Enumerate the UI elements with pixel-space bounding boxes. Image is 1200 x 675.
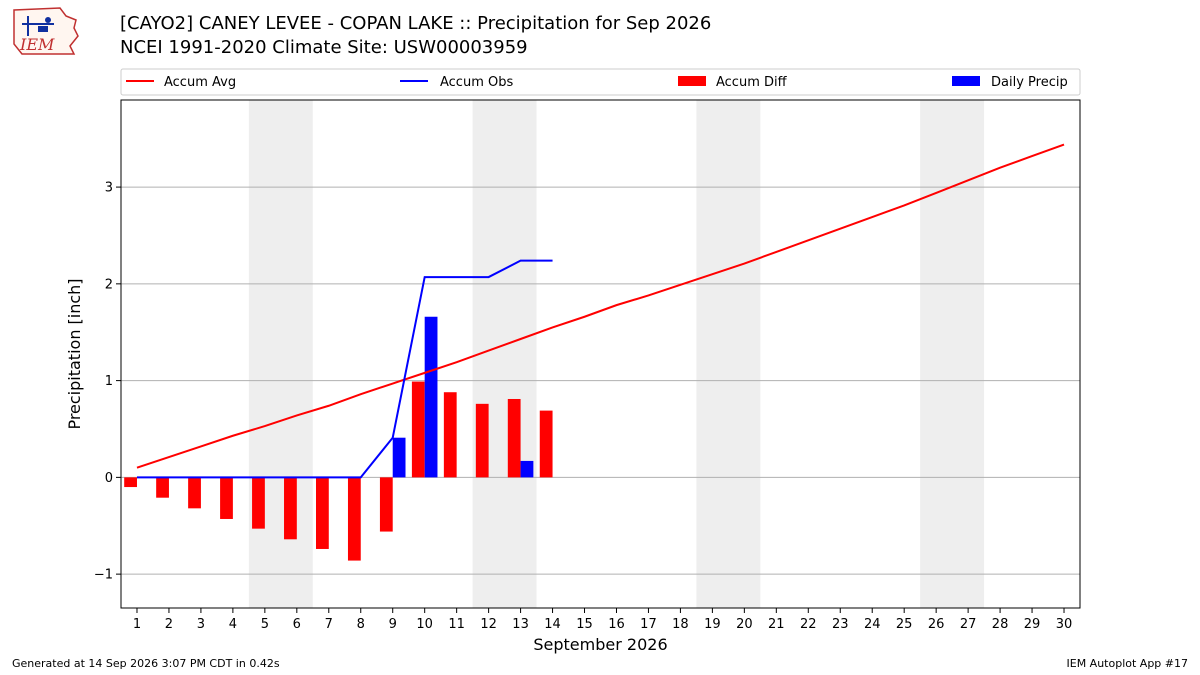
x-tick-label: 13: [512, 617, 529, 632]
legend-swatch: [952, 76, 980, 86]
x-tick-label: 12: [480, 617, 497, 632]
x-tick-label: 21: [768, 617, 785, 632]
accum-avg-line: [136, 143, 1065, 469]
x-tick-label: 3: [197, 617, 205, 632]
x-tick-label: 20: [736, 617, 753, 632]
x-tick-label: 6: [293, 617, 301, 632]
accum-diff-bar: [347, 477, 361, 561]
logo-text: IEM: [19, 35, 55, 54]
chart-title: [CAYO2] CANEY LEVEE - COPAN LAKE :: Prec…: [120, 13, 712, 34]
accum-diff-bar: [124, 477, 137, 488]
x-tick-label: 15: [576, 617, 593, 632]
legend-label: Accum Obs: [440, 75, 513, 90]
x-tick-label: 7: [325, 617, 333, 632]
legend-label: Accum Avg: [164, 75, 236, 90]
x-tick-label: 1: [133, 617, 141, 632]
x-tick-label: 25: [896, 617, 913, 632]
weekend-band-1: [248, 100, 313, 608]
accum-diff-bar: [507, 398, 521, 478]
x-tick-label: 19: [704, 617, 721, 632]
generated-note: Generated at 14 Sep 2026 3:07 PM CDT in …: [12, 657, 280, 670]
iem-logo: IEM: [13, 7, 79, 55]
weekend-band-2: [472, 100, 537, 608]
x-tick-label: 23: [832, 617, 849, 632]
x-tick-label: 14: [544, 617, 561, 632]
x-tick-label: 8: [357, 617, 365, 632]
legend: Accum Avg Accum Obs Accum Diff Daily Precip: [120, 68, 1081, 96]
accum-obs-line: [136, 259, 553, 479]
x-tick-label: 9: [389, 617, 397, 632]
daily-precip-bar: [392, 437, 406, 478]
accum-diff-bar: [411, 381, 425, 478]
weekend-band-3: [696, 100, 761, 608]
accum-diff-bar: [379, 477, 393, 532]
daily-precip-bar: [424, 316, 438, 478]
legend-swatch: [678, 76, 706, 86]
x-tick-label: 27: [960, 617, 977, 632]
y-axis-label: Precipitation [inch]: [65, 278, 84, 429]
legend-box: [120, 68, 1081, 96]
accum-diff-bar: [188, 477, 201, 509]
y-tick-label: 2: [105, 277, 113, 292]
weekend-band-4: [920, 100, 985, 608]
daily-precip-bar: [520, 460, 534, 478]
x-tick-label: 16: [608, 617, 625, 632]
y-tick-label: 3: [105, 181, 113, 196]
legend-label: Accum Diff: [716, 75, 788, 90]
x-tick-label: 28: [992, 617, 1009, 632]
x-tick-label: 2: [165, 617, 173, 632]
x-tick-label: 5: [261, 617, 269, 632]
y-tick-label: −1: [94, 568, 113, 583]
accum-diff-bar: [156, 477, 169, 498]
x-tick-label: 22: [800, 617, 817, 632]
x-tick-label: 11: [448, 617, 465, 632]
x-tick-label: 4: [229, 617, 237, 632]
legend-label: Daily Precip: [991, 75, 1068, 90]
y-tick-label: 0: [105, 471, 113, 486]
x-tick-label: 29: [1024, 617, 1041, 632]
accum-diff-bar: [539, 410, 553, 478]
x-tick-label: 30: [1056, 617, 1073, 632]
accum-diff-bar: [475, 403, 489, 478]
app-note: IEM Autoplot App #17: [1066, 657, 1189, 670]
x-axis-label: September 2026: [533, 635, 667, 654]
accum-diff-bar: [315, 477, 329, 549]
x-tick-label: 18: [672, 617, 689, 632]
accum-diff-bar: [443, 392, 457, 478]
accum-diff-bar: [252, 477, 265, 529]
plot-frame: [120, 99, 1081, 609]
x-tick-label: 24: [864, 617, 881, 632]
x-tick-label: 17: [640, 617, 657, 632]
x-tick-label: 26: [928, 617, 945, 632]
x-tick-label: 10: [416, 617, 433, 632]
chart-subtitle: NCEI 1991-2020 Climate Site: USW00003959: [120, 37, 528, 58]
accum-diff-bar: [284, 477, 297, 540]
accum-diff-bar: [220, 477, 233, 519]
y-tick-label: 1: [105, 374, 113, 389]
